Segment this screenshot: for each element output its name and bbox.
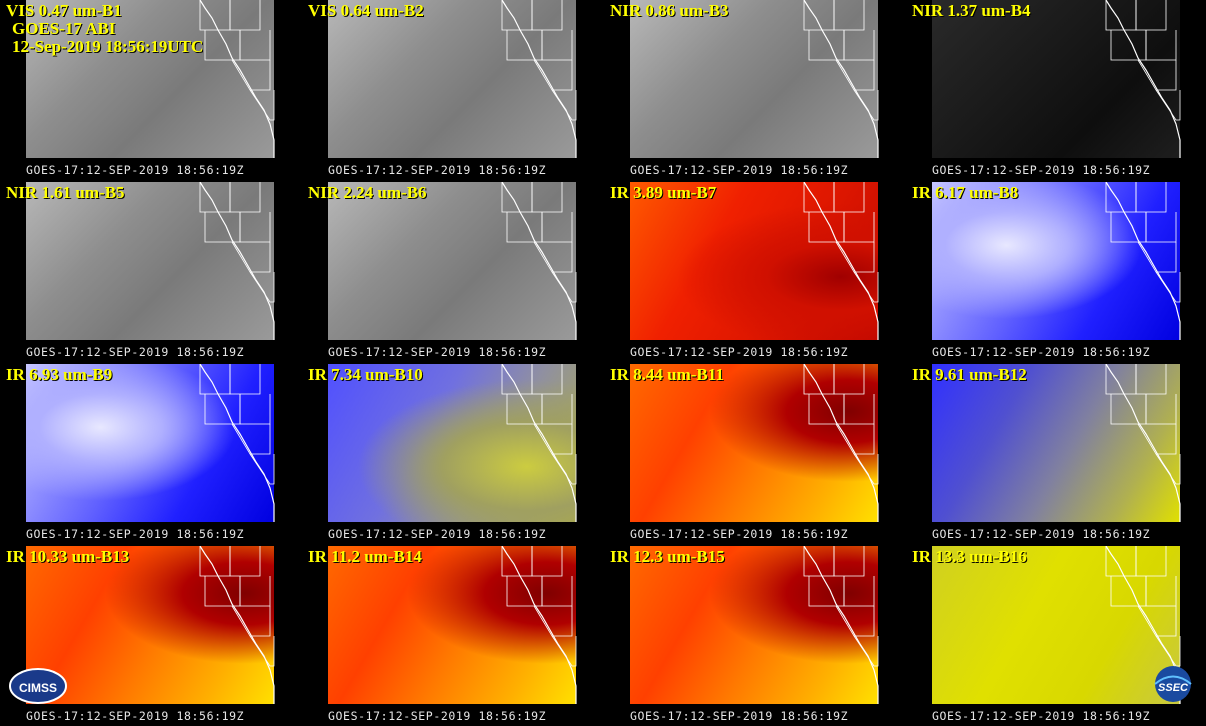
- band-panel: NIR 2.24 um-B6 GOES-17:12-SEP-2019 18:56:…: [302, 182, 602, 362]
- band-panel: VIS 0.47 um-B1 GOES-17 ABI 12-Sep-2019 18:…: [0, 0, 300, 180]
- coastline-overlay: [199, 364, 275, 522]
- band-label: IR 6.17 um-B8: [912, 183, 1019, 202]
- coastline-overlay: [803, 182, 879, 340]
- band-panel: NIR 1.37 um-B4 GOES-17:12-SEP-2019 18:56:…: [906, 0, 1206, 180]
- panel-timestamp: GOES-17:12-SEP-2019 18:56:19Z: [328, 163, 547, 177]
- satellite-image: [328, 364, 576, 522]
- band-panel: NIR 0.86 um-B3 GOES-17:12-SEP-2019 18:56:…: [604, 0, 904, 180]
- coastline-overlay: [501, 546, 577, 704]
- band-label: IR 11.2 um-B14: [308, 547, 422, 566]
- satellite-image: [328, 182, 576, 340]
- ssec-logo: SSEC: [1154, 666, 1192, 702]
- band-panel: IR 9.61 um-B12 GOES-17:12-SEP-2019 18:56:…: [906, 364, 1206, 544]
- band-label: IR 9.61 um-B12: [912, 365, 1027, 384]
- satellite-image: [26, 0, 274, 158]
- band-label: NIR 1.37 um-B4: [912, 1, 1031, 20]
- band-label: NIR 1.61 um-B5: [6, 183, 125, 202]
- satellite-image: [26, 182, 274, 340]
- panel-timestamp: GOES-17:12-SEP-2019 18:56:19Z: [328, 709, 547, 723]
- coastline-overlay: [501, 182, 577, 340]
- satellite-image: [26, 364, 274, 522]
- panel-timestamp: GOES-17:12-SEP-2019 18:56:19Z: [630, 163, 849, 177]
- satellite-image: [26, 546, 274, 704]
- band-panel: IR 8.44 um-B11 GOES-17:12-SEP-2019 18:56:…: [604, 364, 904, 544]
- coastline-overlay: [803, 546, 879, 704]
- band-label: VIS 0.47 um-B1: [6, 1, 122, 20]
- panel-timestamp: GOES-17:12-SEP-2019 18:56:19Z: [26, 527, 245, 541]
- svg-text:CIMSS: CIMSS: [19, 681, 57, 695]
- cimss-logo: CIMSS: [9, 668, 67, 704]
- observation-datetime: 12-Sep-2019 18:56:19UTC: [12, 37, 204, 56]
- coastline-overlay: [199, 546, 275, 704]
- panel-timestamp: GOES-17:12-SEP-2019 18:56:19Z: [328, 345, 547, 359]
- coastline-overlay: [1105, 0, 1181, 158]
- band-label: IR 12.3 um-B15: [610, 547, 725, 566]
- coastline-overlay: [501, 364, 577, 522]
- panel-timestamp: GOES-17:12-SEP-2019 18:56:19Z: [932, 709, 1151, 723]
- coastline-overlay: [1105, 182, 1181, 340]
- panel-timestamp: GOES-17:12-SEP-2019 18:56:19Z: [932, 345, 1151, 359]
- band-panel: VIS 0.64 um-B2 GOES-17:12-SEP-2019 18:56:…: [302, 0, 602, 180]
- band-panel: IR 3.89 um-B7 GOES-17:12-SEP-2019 18:56:1…: [604, 182, 904, 362]
- panel-timestamp: GOES-17:12-SEP-2019 18:56:19Z: [932, 163, 1151, 177]
- satellite-image: [328, 546, 576, 704]
- panel-timestamp: GOES-17:12-SEP-2019 18:56:19Z: [26, 345, 245, 359]
- satellite-image: [328, 0, 576, 158]
- satellite-image: [630, 546, 878, 704]
- band-label: IR 8.44 um-B11: [610, 365, 724, 384]
- band-panel: IR 6.93 um-B9 GOES-17:12-SEP-2019 18:56:1…: [0, 364, 300, 544]
- satellite-image: [630, 0, 878, 158]
- panel-timestamp: GOES-17:12-SEP-2019 18:56:19Z: [328, 527, 547, 541]
- band-panel: IR 10.33 um-B13 GOES-17:12-SEP-2019 18:56…: [0, 546, 300, 726]
- panel-timestamp: GOES-17:12-SEP-2019 18:56:19Z: [932, 527, 1151, 541]
- band-label: IR 3.89 um-B7: [610, 183, 717, 202]
- band-label: IR 7.34 um-B10: [308, 365, 423, 384]
- coastline-overlay: [803, 0, 879, 158]
- coastline-overlay: [501, 0, 577, 158]
- band-panel: IR 6.17 um-B8 GOES-17:12-SEP-2019 18:56:1…: [906, 182, 1206, 362]
- band-label: IR 10.33 um-B13: [6, 547, 130, 566]
- panel-timestamp: GOES-17:12-SEP-2019 18:56:19Z: [630, 527, 849, 541]
- band-label: VIS 0.64 um-B2: [308, 1, 424, 20]
- coastline-overlay: [199, 182, 275, 340]
- satellite-image: [932, 546, 1180, 704]
- satellite-image: [630, 182, 878, 340]
- band-label: NIR 0.86 um-B3: [610, 1, 729, 20]
- band-panel: IR 13.3 um-B16 GOES-17:12-SEP-2019 18:56:…: [906, 546, 1206, 726]
- coastline-overlay: [1105, 364, 1181, 522]
- satellite-image: [932, 0, 1180, 158]
- satellite-name: GOES-17 ABI: [12, 19, 116, 38]
- coastline-overlay: [803, 364, 879, 522]
- panel-timestamp: GOES-17:12-SEP-2019 18:56:19Z: [26, 709, 245, 723]
- panel-timestamp: GOES-17:12-SEP-2019 18:56:19Z: [630, 709, 849, 723]
- satellite-image: [932, 182, 1180, 340]
- band-panel: IR 7.34 um-B10 GOES-17:12-SEP-2019 18:56:…: [302, 364, 602, 544]
- panel-timestamp: GOES-17:12-SEP-2019 18:56:19Z: [26, 163, 245, 177]
- band-panel: IR 12.3 um-B15 GOES-17:12-SEP-2019 18:56:…: [604, 546, 904, 726]
- band-panel: NIR 1.61 um-B5 GOES-17:12-SEP-2019 18:56:…: [0, 182, 300, 362]
- band-panel: IR 11.2 um-B14 GOES-17:12-SEP-2019 18:56:…: [302, 546, 602, 726]
- band-label: NIR 2.24 um-B6: [308, 183, 427, 202]
- svg-text:SSEC: SSEC: [1158, 682, 1189, 694]
- panel-timestamp: GOES-17:12-SEP-2019 18:56:19Z: [630, 345, 849, 359]
- band-label: IR 6.93 um-B9: [6, 365, 113, 384]
- band-label: IR 13.3 um-B16: [912, 547, 1027, 566]
- satellite-image: [932, 364, 1180, 522]
- coastline-overlay: [199, 0, 275, 158]
- satellite-image: [630, 364, 878, 522]
